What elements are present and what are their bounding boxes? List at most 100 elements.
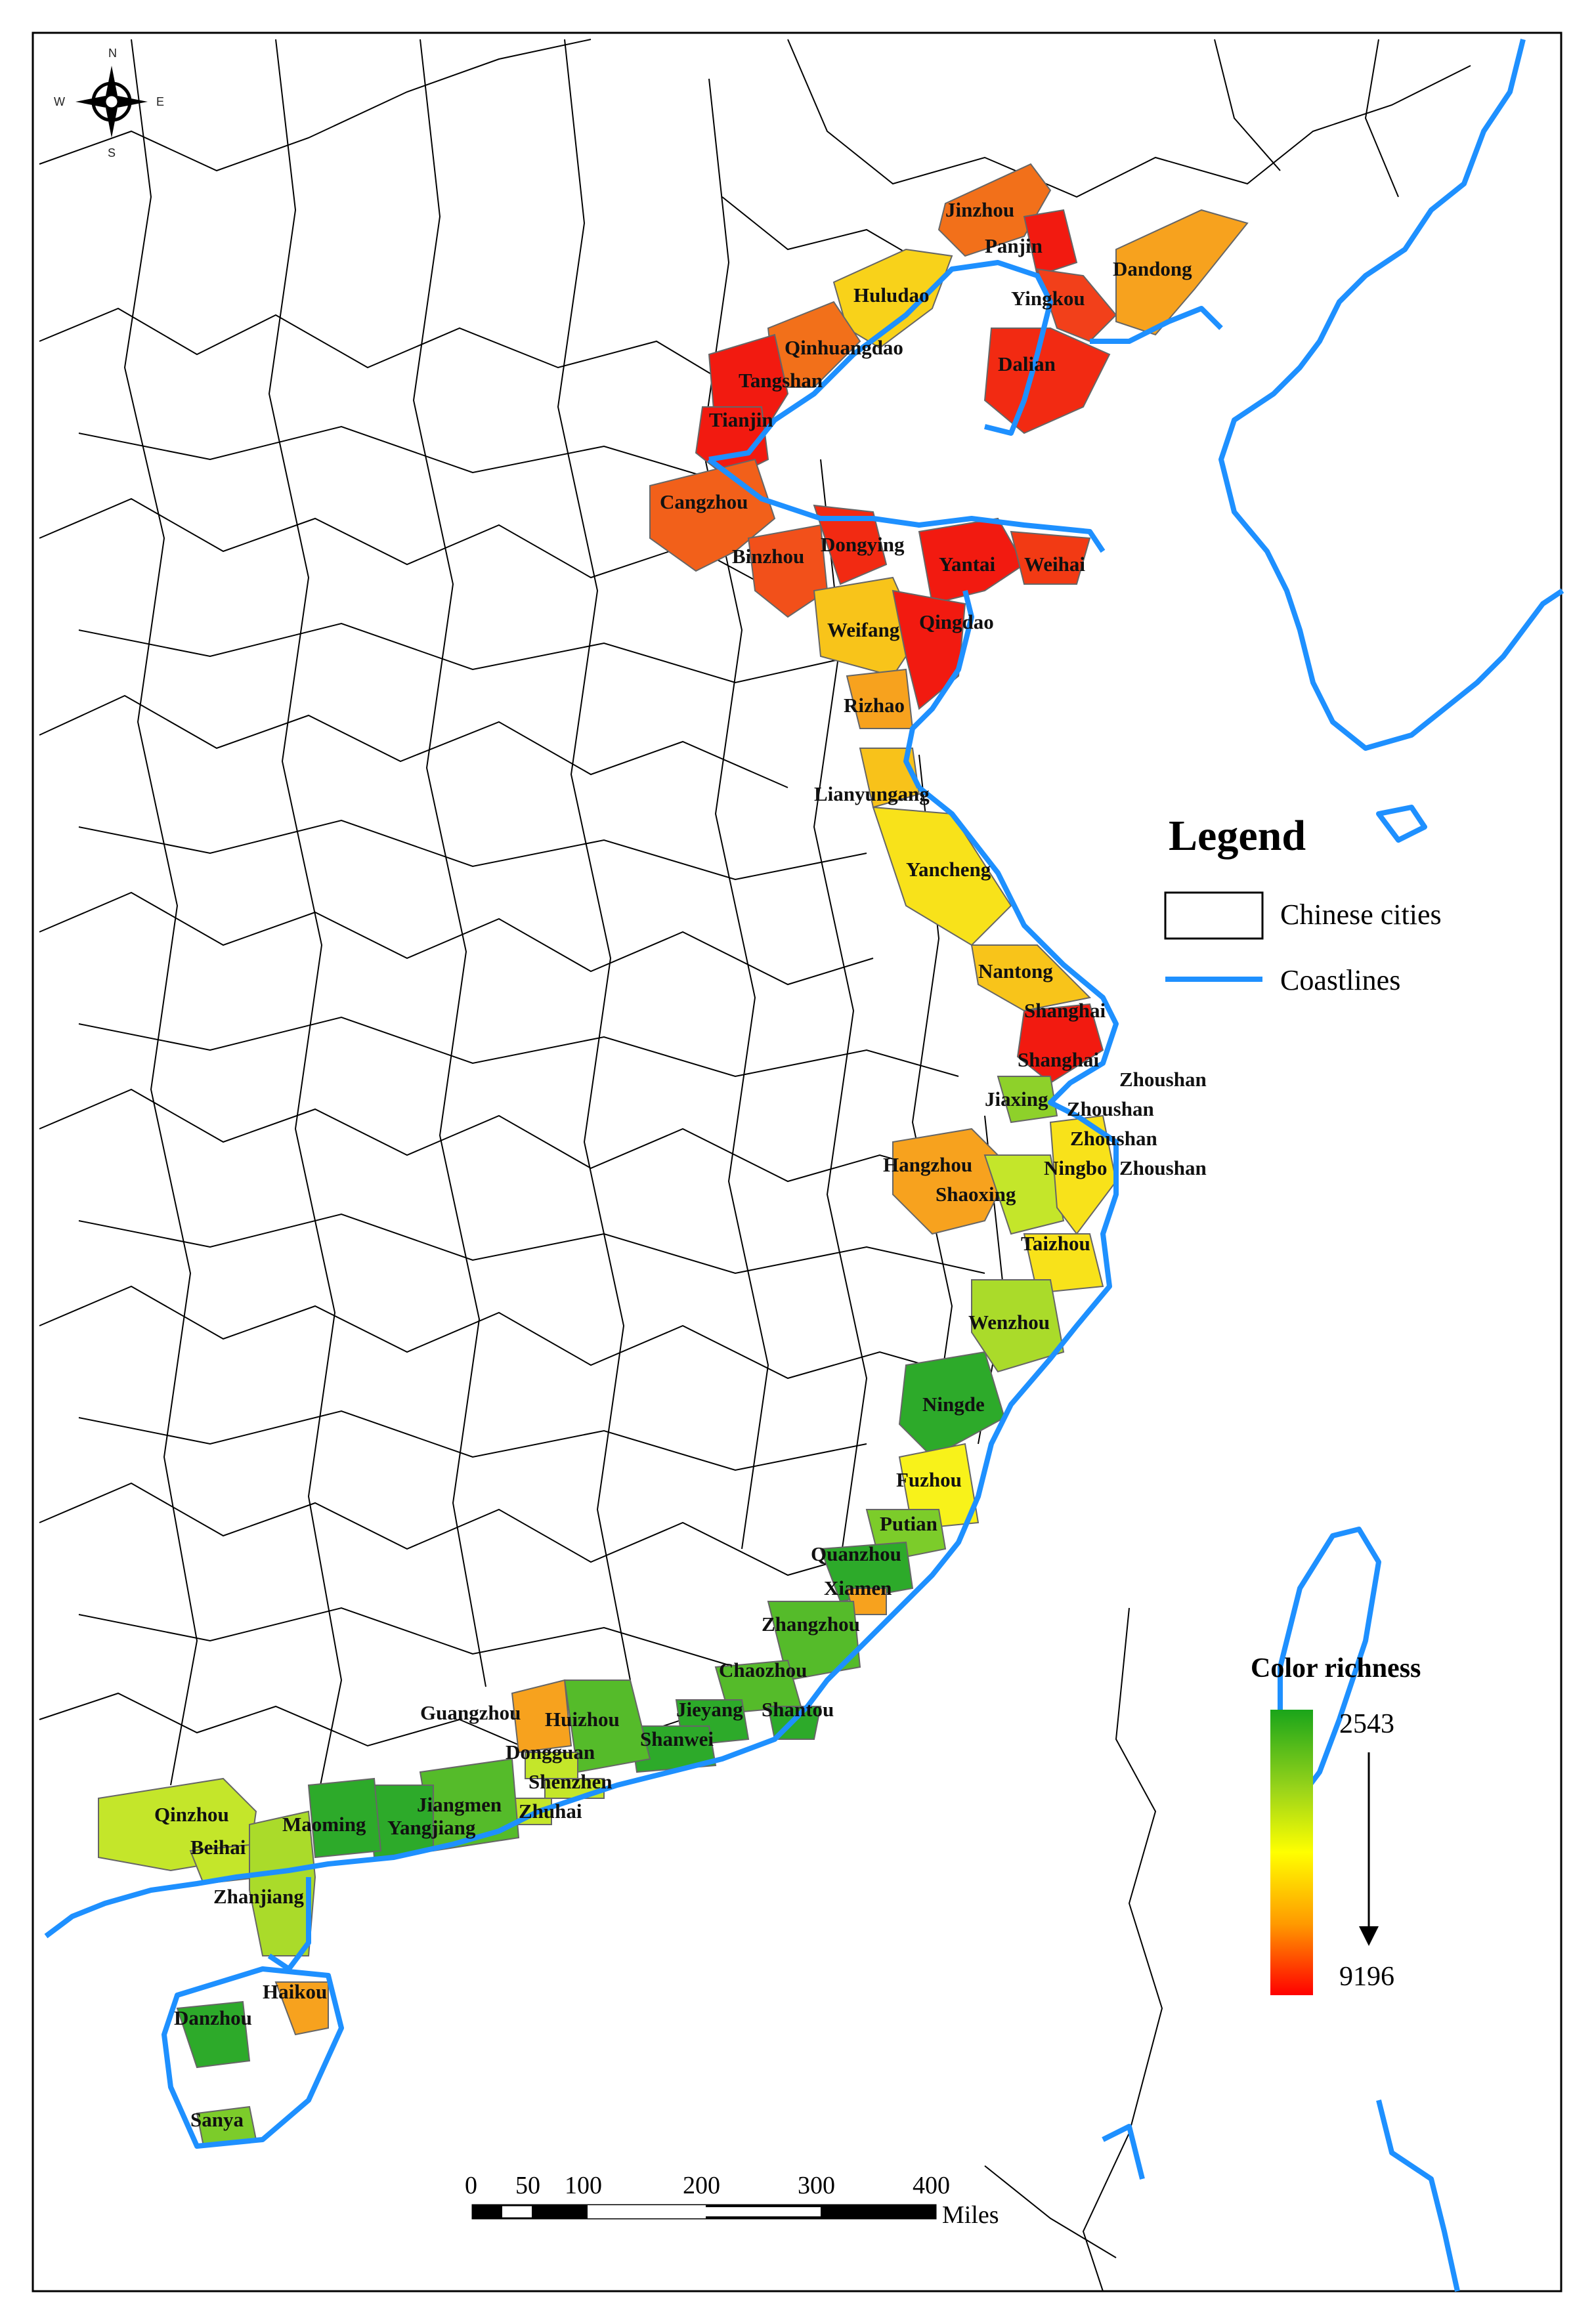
label-shantou: Shantou — [762, 1698, 834, 1721]
scale-tick-400: 400 — [913, 2172, 950, 2199]
label-zhoushan-4: Zhoushan — [1119, 1156, 1207, 1179]
label-tangshan: Tangshan — [739, 369, 823, 392]
label-jiangmen: Jiangmen — [417, 1793, 502, 1816]
label-weifang: Weifang — [827, 618, 900, 641]
region-huizhou — [563, 1680, 651, 1773]
legend-city-swatch — [1164, 891, 1264, 940]
label-sanya: Sanya — [190, 2108, 244, 2131]
label-zhuhai: Zhuhai — [519, 1800, 582, 1823]
region-panjin — [1023, 209, 1078, 277]
color-ramp-max-label: 9196 — [1339, 1962, 1394, 1992]
compass-n-label: N — [108, 47, 117, 60]
label-zhoushan-1: Zhoushan — [1119, 1068, 1207, 1091]
region-binzhou — [747, 524, 829, 618]
label-zhoushan-2: Zhoushan — [1067, 1097, 1154, 1120]
label-qinhuangdao: Qinhuangdao — [785, 336, 903, 359]
region-guangzhou — [511, 1679, 572, 1754]
label-rizhao: Rizhao — [844, 694, 905, 717]
legend-title: Legend — [1169, 812, 1306, 860]
region-taizhou — [1023, 1233, 1104, 1294]
label-weihai: Weihai — [1024, 553, 1085, 576]
region-dandong — [1115, 209, 1249, 336]
region-shanghai — [1016, 1003, 1104, 1084]
coastal-cities — [98, 163, 1249, 2147]
label-taizhou: Taizhou — [1021, 1232, 1090, 1255]
label-shanghai-2: Shanghai — [1018, 1048, 1099, 1071]
label-zhoushan-3: Zhoushan — [1070, 1127, 1157, 1150]
region-shaoxing — [983, 1154, 1065, 1235]
color-ramp-min-label: 2543 — [1339, 1709, 1394, 1739]
region-qingdao — [892, 589, 966, 710]
label-putian: Putian — [880, 1512, 937, 1535]
scale-tick-300: 300 — [798, 2172, 835, 2199]
label-shanwei: Shanwei — [640, 1727, 714, 1750]
region-haikou — [274, 1981, 329, 2036]
label-maoming: Maoming — [282, 1813, 366, 1836]
label-zhangzhou: Zhangzhou — [762, 1613, 860, 1636]
label-lianyungang: Lianyungang — [814, 782, 930, 805]
label-panjin: Panjin — [985, 234, 1043, 257]
label-nantong: Nantong — [978, 960, 1053, 982]
region-dalian — [983, 327, 1111, 434]
label-shaoxing: Shaoxing — [936, 1183, 1016, 1206]
region-quanzhou — [819, 1541, 914, 1603]
scale-tick-50: 50 — [515, 2172, 540, 2199]
label-quanzhou: Quanzhou — [811, 1542, 901, 1565]
compass-e-label: E — [156, 95, 164, 108]
scale-tick-100: 100 — [565, 2172, 602, 2199]
color-richness-legend: Color richness 2543 9196 — [1251, 1653, 1421, 1995]
region-maoming — [307, 1777, 382, 1859]
label-jieyang: Jieyang — [676, 1698, 743, 1721]
label-qingdao: Qingdao — [919, 610, 994, 633]
label-shenzhen: Shenzhen — [528, 1770, 612, 1793]
label-dalian: Dalian — [998, 352, 1056, 375]
region-fuzhou — [898, 1443, 980, 1531]
region-ningde — [898, 1351, 1006, 1458]
compass-w-label: W — [54, 95, 65, 108]
color-ramp — [1270, 1710, 1313, 1995]
region-wenzhou — [971, 1279, 1065, 1373]
label-jiaxing: Jiaxing — [985, 1088, 1048, 1110]
region-jinzhou — [937, 163, 1052, 257]
label-binzhou: Binzhou — [732, 545, 804, 568]
label-fuzhou: Fuzhou — [896, 1468, 962, 1491]
label-dongying: Dongying — [821, 533, 905, 556]
legend-coastlines-label: Coastlines — [1280, 964, 1400, 996]
label-yantai: Yantai — [939, 553, 996, 576]
scale-bar: 0 50 100 200 300 400 Miles — [465, 2172, 999, 2229]
label-danzhou: Danzhou — [174, 2006, 252, 2029]
label-haikou: Haikou — [263, 1980, 327, 2003]
label-beihai: Beihai — [190, 1836, 246, 1859]
label-ningbo: Ningbo — [1044, 1156, 1107, 1179]
label-qinzhou: Qinzhou — [154, 1803, 229, 1826]
region-danzhou — [176, 2000, 251, 2069]
scale-tick-0: 0 — [465, 2172, 477, 2199]
label-shanghai-1: Shanghai — [1024, 999, 1106, 1022]
label-wenzhou: Wenzhou — [968, 1311, 1050, 1334]
label-cangzhou: Cangzhou — [660, 490, 748, 513]
label-yangjiang: Yangjiang — [387, 1816, 476, 1839]
region-hangzhou — [892, 1128, 1012, 1235]
scale-tick-200: 200 — [683, 2172, 720, 2199]
legend: Legend Chinese cities Coastlines — [1164, 812, 1442, 996]
label-chaozhou: Chaozhou — [719, 1658, 807, 1681]
label-zhanjiang: Zhanjiang — [213, 1885, 304, 1908]
label-xiamen: Xiamen — [824, 1576, 892, 1599]
city-boundaries — [39, 39, 1471, 2292]
label-dongguan: Dongguan — [506, 1741, 595, 1764]
label-huludao: Huludao — [853, 284, 929, 306]
color-richness-title: Color richness — [1251, 1653, 1421, 1683]
compass-s-label: S — [108, 146, 116, 159]
label-ningde: Ningde — [922, 1393, 985, 1416]
region-yancheng — [872, 806, 1012, 946]
scale-unit-label: Miles — [942, 2201, 999, 2229]
label-dandong: Dandong — [1113, 257, 1192, 280]
region-ningbo — [1049, 1114, 1117, 1235]
legend-cities-label: Chinese cities — [1280, 898, 1442, 931]
region-jiaxing — [997, 1076, 1058, 1124]
region-zhangzhou — [767, 1601, 861, 1681]
label-huizhou: Huizhou — [545, 1708, 620, 1731]
coastlines — [44, 39, 1564, 2292]
